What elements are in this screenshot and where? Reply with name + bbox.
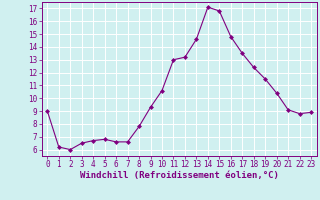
X-axis label: Windchill (Refroidissement éolien,°C): Windchill (Refroidissement éolien,°C) (80, 171, 279, 180)
